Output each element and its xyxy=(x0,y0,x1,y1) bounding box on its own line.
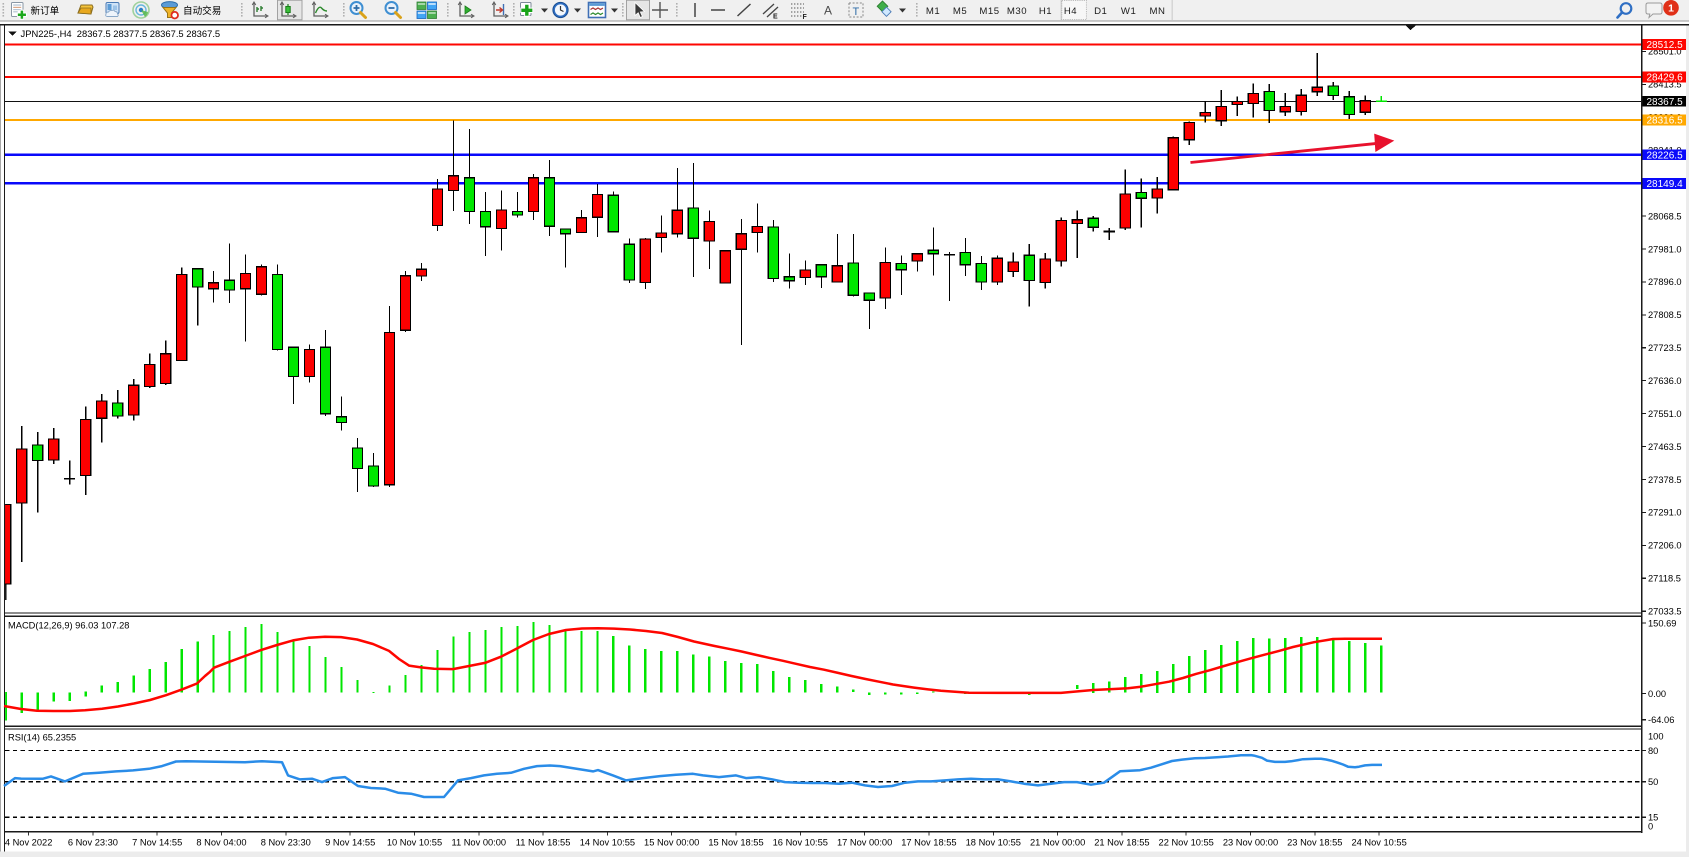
svg-text:28429.6: 28429.6 xyxy=(1647,73,1684,84)
svg-text:F: F xyxy=(803,14,808,21)
svg-text:150.69: 150.69 xyxy=(1648,618,1676,628)
svg-text:M5: M5 xyxy=(953,6,967,17)
svg-text:28413.5: 28413.5 xyxy=(1648,80,1682,90)
svg-text:28501.0: 28501.0 xyxy=(1648,47,1682,57)
svg-text:27636.0: 27636.0 xyxy=(1648,376,1682,386)
svg-text:28068.5: 28068.5 xyxy=(1648,211,1682,221)
svg-text:28367.5: 28367.5 xyxy=(1647,97,1684,108)
svg-text:M30: M30 xyxy=(1007,6,1027,17)
svg-text:JPN225-,H4 28367.5 28377.5 28: JPN225-,H4 28367.5 28377.5 28367.5 28367… xyxy=(21,28,221,39)
svg-text:27033.5: 27033.5 xyxy=(1648,607,1682,617)
svg-text:17 Nov 18:55: 17 Nov 18:55 xyxy=(901,838,956,848)
svg-text:9 Nov 14:55: 9 Nov 14:55 xyxy=(325,838,375,848)
svg-text:H1: H1 xyxy=(1039,6,1052,17)
svg-text:1: 1 xyxy=(1668,3,1674,15)
svg-text:21 Nov 00:00: 21 Nov 00:00 xyxy=(1030,838,1085,848)
svg-text:RSI(14) 65.2355: RSI(14) 65.2355 xyxy=(8,732,76,742)
svg-text:自动交易: 自动交易 xyxy=(183,5,221,17)
svg-text:28149.4: 28149.4 xyxy=(1647,179,1684,190)
svg-text:27896.0: 27896.0 xyxy=(1648,277,1682,287)
svg-text:50: 50 xyxy=(1648,777,1658,787)
svg-text:11 Nov 18:55: 11 Nov 18:55 xyxy=(516,838,571,848)
svg-text:24 Nov 10:55: 24 Nov 10:55 xyxy=(1351,838,1406,848)
svg-text:15 Nov 18:55: 15 Nov 18:55 xyxy=(708,838,763,848)
svg-text:18 Nov 10:55: 18 Nov 10:55 xyxy=(966,838,1021,848)
svg-text:15: 15 xyxy=(1648,813,1658,823)
svg-text:27378.5: 27378.5 xyxy=(1648,475,1682,485)
svg-text:16 Nov 10:55: 16 Nov 10:55 xyxy=(773,838,828,848)
svg-text:MN: MN xyxy=(1150,6,1166,17)
svg-text:27206.0: 27206.0 xyxy=(1648,541,1682,551)
svg-text:100: 100 xyxy=(1648,731,1664,741)
svg-text:10 Nov 10:55: 10 Nov 10:55 xyxy=(387,838,442,848)
svg-text:A: A xyxy=(824,4,832,18)
svg-text:15 Nov 00:00: 15 Nov 00:00 xyxy=(644,838,699,848)
svg-text:W1: W1 xyxy=(1121,6,1136,17)
svg-text:27723.5: 27723.5 xyxy=(1648,343,1682,353)
svg-text:M15: M15 xyxy=(979,6,999,17)
svg-text:21 Nov 18:55: 21 Nov 18:55 xyxy=(1094,838,1149,848)
svg-text:27118.5: 27118.5 xyxy=(1648,574,1681,584)
svg-text:23 Nov 18:55: 23 Nov 18:55 xyxy=(1287,838,1342,848)
svg-text:28316.5: 28316.5 xyxy=(1647,116,1684,127)
svg-text:-64.06: -64.06 xyxy=(1648,715,1674,725)
svg-text:D1: D1 xyxy=(1094,6,1107,17)
svg-text:新订单: 新订单 xyxy=(31,5,60,17)
svg-text:0: 0 xyxy=(1648,822,1653,832)
svg-text:27808.5: 27808.5 xyxy=(1648,310,1682,320)
svg-text:H4: H4 xyxy=(1064,6,1077,17)
svg-text:6 Nov 23:30: 6 Nov 23:30 xyxy=(68,838,118,848)
svg-text:T: T xyxy=(853,6,860,18)
svg-text:27463.5: 27463.5 xyxy=(1648,442,1682,452)
svg-text:27981.0: 27981.0 xyxy=(1648,244,1682,254)
svg-text:E: E xyxy=(773,14,778,21)
svg-text:14 Nov 10:55: 14 Nov 10:55 xyxy=(580,838,635,848)
svg-text:23 Nov 00:00: 23 Nov 00:00 xyxy=(1223,838,1278,848)
svg-text:27551.0: 27551.0 xyxy=(1648,409,1682,419)
svg-text:28512.5: 28512.5 xyxy=(1647,40,1684,51)
svg-text:28226.5: 28226.5 xyxy=(1647,150,1684,161)
svg-text:M1: M1 xyxy=(926,6,940,17)
svg-text:MACD(12,26,9) 96.03 107.28: MACD(12,26,9) 96.03 107.28 xyxy=(8,620,129,630)
svg-text:22 Nov 10:55: 22 Nov 10:55 xyxy=(1159,838,1214,848)
svg-text:8 Nov 23:30: 8 Nov 23:30 xyxy=(261,838,311,848)
svg-text:7 Nov 14:55: 7 Nov 14:55 xyxy=(132,838,182,848)
svg-text:80: 80 xyxy=(1648,746,1658,756)
svg-text:8 Nov 04:00: 8 Nov 04:00 xyxy=(196,838,246,848)
svg-text:17 Nov 00:00: 17 Nov 00:00 xyxy=(837,838,892,848)
svg-text:11 Nov 00:00: 11 Nov 00:00 xyxy=(451,838,506,848)
svg-text:27291.0: 27291.0 xyxy=(1648,508,1682,518)
svg-text:0.00: 0.00 xyxy=(1648,689,1666,699)
svg-text:4 Nov 2022: 4 Nov 2022 xyxy=(5,838,53,848)
